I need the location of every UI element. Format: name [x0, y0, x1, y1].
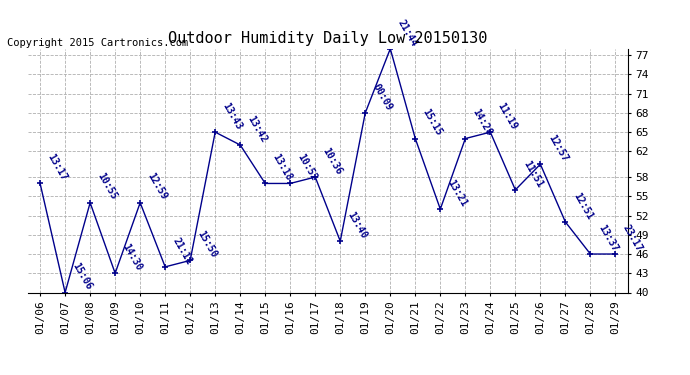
Text: 11:19: 11:19: [496, 101, 520, 131]
Text: 13:40: 13:40: [346, 210, 369, 240]
Text: 12:51: 12:51: [571, 191, 594, 221]
Text: 23:17: 23:17: [621, 223, 644, 253]
Text: 13:42: 13:42: [246, 114, 269, 144]
Text: 10:52: 10:52: [296, 152, 319, 183]
Text: 13:43: 13:43: [221, 101, 244, 131]
Text: 12:57: 12:57: [546, 133, 569, 164]
Text: 13:37: 13:37: [596, 223, 620, 253]
Text: 21:11: 21:11: [170, 236, 194, 266]
Text: 21:44: 21:44: [396, 18, 420, 48]
Text: 14:28: 14:28: [471, 107, 494, 138]
Text: 12:59: 12:59: [146, 171, 169, 202]
Text: 10:55: 10:55: [96, 171, 119, 202]
Text: Humidity  (%): Humidity (%): [546, 39, 623, 49]
Text: 15:15: 15:15: [421, 107, 444, 138]
Text: 14:30: 14:30: [121, 242, 144, 273]
Text: 13:17: 13:17: [46, 152, 69, 183]
Text: 00:09: 00:09: [371, 82, 394, 112]
Text: 15:06: 15:06: [70, 261, 94, 292]
Text: 13:18: 13:18: [270, 152, 294, 183]
Title: Outdoor Humidity Daily Low 20150130: Outdoor Humidity Daily Low 20150130: [168, 31, 487, 46]
Text: 13:21: 13:21: [446, 178, 469, 209]
Text: Copyright 2015 Cartronics.com: Copyright 2015 Cartronics.com: [7, 38, 188, 48]
Text: 15:50: 15:50: [196, 229, 219, 260]
Text: 10:36: 10:36: [321, 146, 344, 176]
Text: 11:51: 11:51: [521, 159, 544, 189]
